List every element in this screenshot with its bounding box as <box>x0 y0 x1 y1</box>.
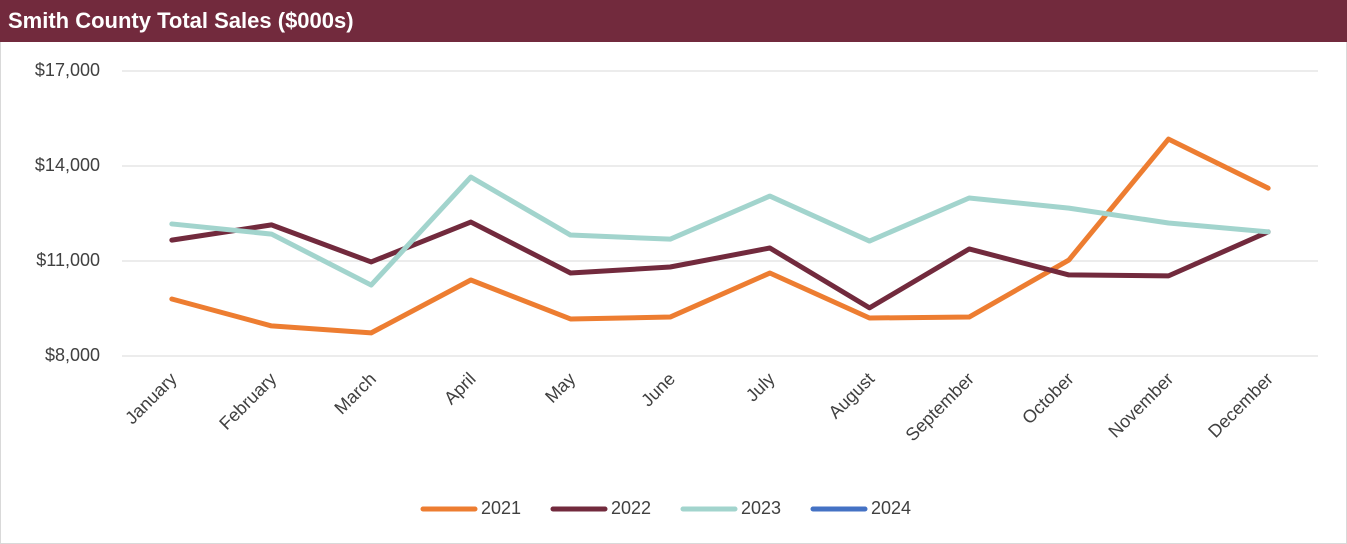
series-line <box>169 136 1271 336</box>
y-tick-label: $14,000 <box>35 155 100 175</box>
y-tick-label: $8,000 <box>45 345 100 365</box>
legend-label: 2022 <box>611 498 651 518</box>
title-bar <box>0 0 1347 42</box>
series-line <box>169 174 1271 288</box>
legend-label: 2021 <box>481 498 521 518</box>
series-line <box>169 219 1271 311</box>
legend-label: 2024 <box>871 498 911 518</box>
y-tick-label: $11,000 <box>36 250 100 270</box>
y-tick-label: $17,000 <box>35 60 100 80</box>
chart-title: Smith County Total Sales ($000s) <box>8 8 354 33</box>
legend-label: 2023 <box>741 498 781 518</box>
